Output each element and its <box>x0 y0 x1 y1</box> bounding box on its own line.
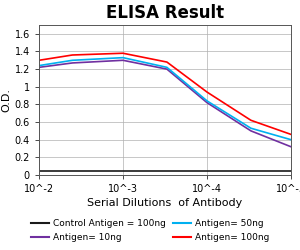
Y-axis label: O.D.: O.D. <box>2 88 12 112</box>
Control Antigen = 100ng <box>165 170 169 173</box>
Line: Antigen= 10ng: Antigen= 10ng <box>39 60 291 147</box>
Control Antigen = 100ng <box>121 170 125 173</box>
Antigen= 10ng <box>37 66 41 69</box>
Antigen= 50ng <box>70 59 74 62</box>
Antigen= 50ng <box>37 64 41 67</box>
X-axis label: Serial Dilutions  of Antibody: Serial Dilutions of Antibody <box>87 198 243 208</box>
Line: Antigen= 100ng: Antigen= 100ng <box>39 53 291 134</box>
Control Antigen = 100ng <box>37 170 41 173</box>
Title: ELISA Result: ELISA Result <box>106 4 224 22</box>
Antigen= 100ng <box>249 119 253 122</box>
Control Antigen = 100ng <box>249 170 253 173</box>
Antigen= 10ng <box>165 68 169 70</box>
Control Antigen = 100ng <box>205 170 209 173</box>
Antigen= 50ng <box>205 100 209 102</box>
Antigen= 10ng <box>249 130 253 132</box>
Control Antigen = 100ng <box>70 170 74 173</box>
Antigen= 10ng <box>70 62 74 64</box>
Antigen= 10ng <box>205 101 209 104</box>
Antigen= 50ng <box>165 66 169 69</box>
Legend: Control Antigen = 100ng, Antigen= 10ng, Antigen= 50ng, Antigen= 100ng: Control Antigen = 100ng, Antigen= 10ng, … <box>28 216 272 246</box>
Antigen= 100ng <box>37 59 41 62</box>
Control Antigen = 100ng <box>289 170 293 173</box>
Antigen= 100ng <box>70 54 74 56</box>
Antigen= 50ng <box>289 138 293 141</box>
Antigen= 100ng <box>205 90 209 94</box>
Antigen= 100ng <box>121 52 125 55</box>
Antigen= 10ng <box>121 59 125 62</box>
Antigen= 50ng <box>249 127 253 130</box>
Antigen= 100ng <box>289 133 293 136</box>
Line: Antigen= 50ng: Antigen= 50ng <box>39 58 291 140</box>
Antigen= 50ng <box>121 56 125 59</box>
Antigen= 10ng <box>289 145 293 148</box>
Antigen= 100ng <box>165 60 169 64</box>
